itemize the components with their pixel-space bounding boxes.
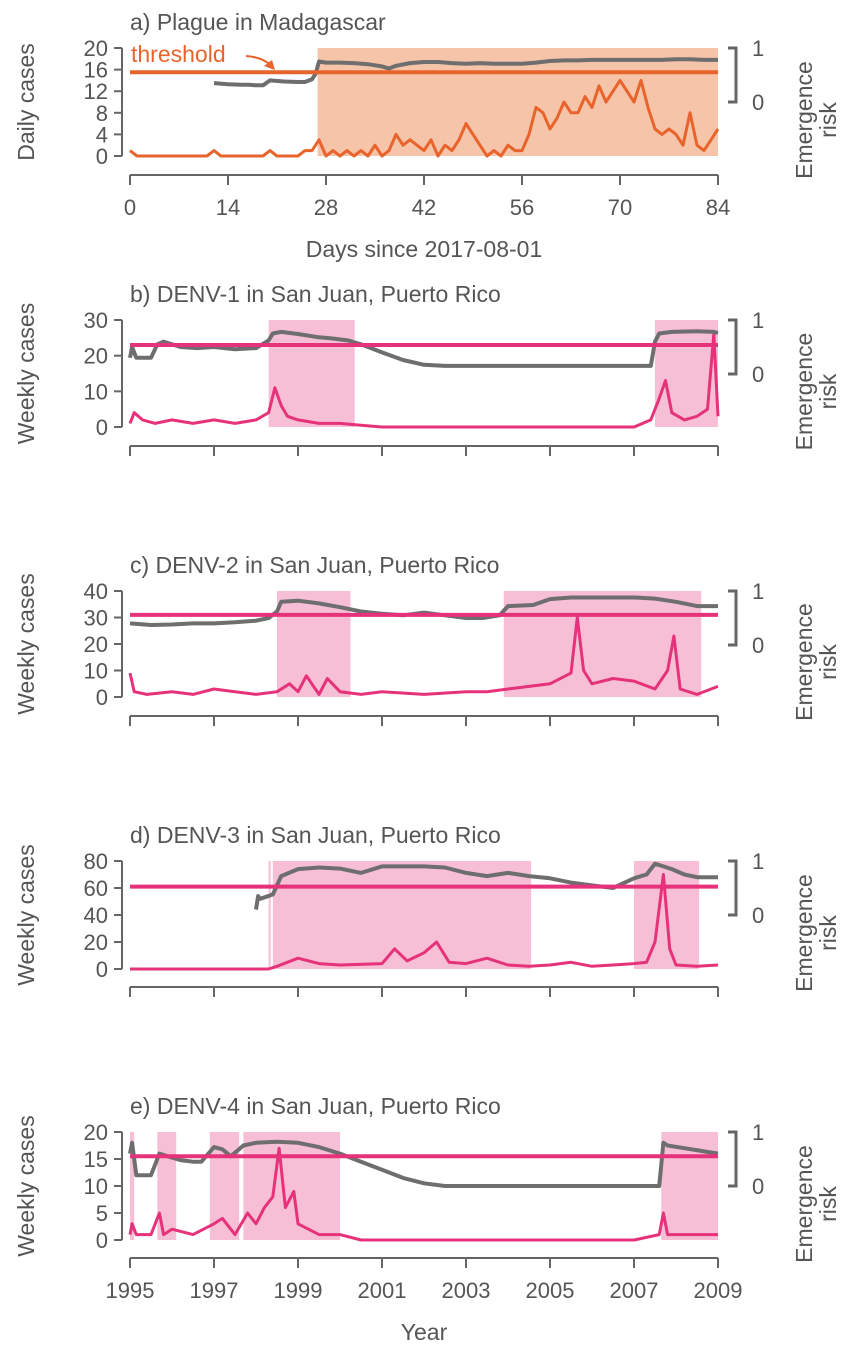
panel-c: c) DENV-2 in San Juan, Puerto Rico010203… — [13, 552, 841, 726]
y-tick-label: 80 — [84, 849, 108, 874]
x-tick-label: 28 — [314, 195, 338, 220]
right-axis-label: risk — [815, 1186, 841, 1222]
x-tick-label: 70 — [608, 195, 632, 220]
threshold-annotation: threshold — [131, 41, 226, 67]
emergence-risk-line — [128, 329, 719, 368]
emergence-window — [655, 320, 718, 427]
y-axis-label: Daily cases — [13, 43, 39, 161]
y-axis-label: Weekly cases — [13, 303, 39, 444]
y-tick-label: 40 — [84, 903, 108, 928]
x-tick-label: 2007 — [610, 1278, 659, 1303]
y-axis-label: Weekly cases — [13, 844, 39, 985]
right-tick-label: 0 — [752, 1174, 764, 1199]
right-tick-label: 0 — [752, 633, 764, 658]
x-tick-label: 42 — [412, 195, 436, 220]
right-axis-bracket — [728, 318, 738, 376]
y-tick-label: 10 — [84, 659, 108, 684]
panel-title: d) DENV-3 in San Juan, Puerto Rico — [130, 822, 501, 848]
panel-title: e) DENV-4 in San Juan, Puerto Rico — [130, 1093, 501, 1119]
right-axis-bracket — [728, 1130, 738, 1188]
y-tick-label: 20 — [84, 632, 108, 657]
y-axis-label: Weekly cases — [13, 573, 39, 714]
x-axis-label: Year — [401, 1319, 448, 1345]
x-axis-label: Days since 2017-08-01 — [306, 236, 543, 262]
y-tick-label: 60 — [84, 876, 108, 901]
y-tick-label: 20 — [84, 930, 108, 955]
right-axis-label: Emergence — [791, 1145, 817, 1263]
panel-title: c) DENV-2 in San Juan, Puerto Rico — [130, 552, 499, 578]
y-tick-label: 20 — [84, 1120, 108, 1145]
y-tick-label: 40 — [84, 579, 108, 604]
cases-series-line — [128, 616, 719, 696]
cases-series-line — [130, 873, 719, 971]
y-tick-label: 0 — [96, 1228, 108, 1253]
emergence-window — [268, 861, 271, 969]
y-tick-label: 12 — [84, 79, 108, 104]
right-tick-label: 1 — [752, 308, 764, 333]
y-tick-label: 16 — [84, 58, 108, 83]
panel-d: d) DENV-3 in San Juan, Puerto Rico020406… — [13, 822, 841, 997]
panel-title: a) Plague in Madagascar — [130, 9, 386, 35]
right-tick-label: 1 — [752, 1120, 764, 1145]
x-tick-label: 56 — [510, 195, 534, 220]
y-tick-label: 0 — [96, 957, 108, 982]
emergence-window — [272, 861, 532, 969]
y-tick-label: 0 — [96, 415, 108, 440]
right-axis-bracket — [728, 859, 738, 917]
cases-series-line — [128, 1146, 718, 1242]
y-tick-label: 0 — [96, 685, 108, 710]
right-axis-label: Emergence — [791, 333, 817, 451]
y-tick-label: 20 — [84, 36, 108, 61]
y-tick-label: 8 — [96, 101, 108, 126]
x-tick-label: 0 — [124, 195, 136, 220]
right-tick-label: 1 — [752, 849, 764, 874]
right-tick-label: 1 — [752, 579, 764, 604]
y-tick-label: 5 — [96, 1201, 108, 1226]
right-axis-label: risk — [815, 102, 841, 138]
right-tick-label: 0 — [752, 362, 764, 387]
y-tick-label: 0 — [96, 144, 108, 169]
cases-series-line — [128, 332, 720, 429]
x-tick-label: 2005 — [526, 1278, 575, 1303]
x-tick-label: 2003 — [442, 1278, 491, 1303]
x-tick-label: 2009 — [694, 1278, 743, 1303]
right-axis-label: risk — [815, 644, 841, 680]
right-axis-bracket — [728, 589, 738, 647]
x-tick-label: 14 — [216, 195, 240, 220]
right-axis-label: Emergence — [791, 603, 817, 721]
right-axis-bracket — [728, 46, 738, 104]
right-axis-label: Emergence — [791, 61, 817, 179]
x-tick-label: 1995 — [106, 1278, 155, 1303]
right-axis-label: Emergence — [791, 874, 817, 992]
right-tick-label: 0 — [752, 90, 764, 115]
panel-b: b) DENV-1 in San Juan, Puerto Rico010203… — [13, 281, 841, 456]
y-tick-label: 30 — [84, 308, 108, 333]
y-tick-label: 20 — [84, 344, 108, 369]
y-tick-label: 10 — [84, 379, 108, 404]
x-tick-label: 2001 — [358, 1278, 407, 1303]
panel-e: e) DENV-4 in San Juan, Puerto Rico051015… — [13, 1093, 841, 1345]
right-tick-label: 0 — [752, 903, 764, 928]
x-tick-label: 1997 — [190, 1278, 239, 1303]
x-tick-label: 84 — [706, 195, 730, 220]
y-tick-label: 10 — [84, 1174, 108, 1199]
threshold-arrowhead — [264, 60, 275, 70]
emergence-risk-line — [213, 57, 718, 88]
x-tick-label: 1999 — [274, 1278, 323, 1303]
right-tick-label: 1 — [752, 36, 764, 61]
panel-title: b) DENV-1 in San Juan, Puerto Rico — [130, 281, 501, 307]
emergence-risk-line — [254, 861, 718, 910]
y-tick-label: 15 — [84, 1147, 108, 1172]
y-tick-label: 4 — [96, 122, 108, 147]
right-axis-label: risk — [815, 373, 841, 409]
emergence-window — [503, 591, 702, 697]
cases-series-line — [129, 78, 720, 158]
right-axis-label: risk — [815, 915, 841, 951]
y-axis-label: Weekly cases — [13, 1115, 39, 1256]
y-tick-label: 30 — [84, 606, 108, 631]
emergence-window — [130, 1132, 135, 1240]
